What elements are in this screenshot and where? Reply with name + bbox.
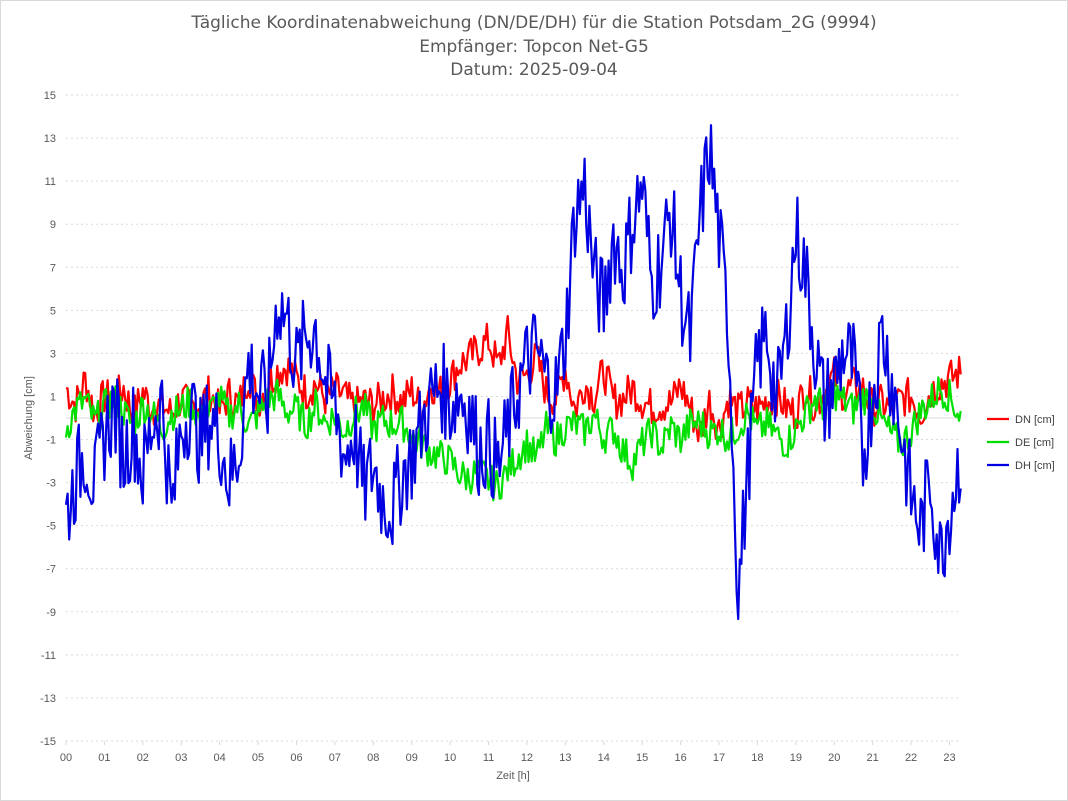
x-tick-label: 20 (828, 752, 840, 764)
y-tick-label: 5 (50, 305, 56, 317)
y-tick-label: -7 (46, 564, 56, 576)
legend-label: DH [cm] (1015, 460, 1055, 472)
legend-label: DE [cm] (1015, 437, 1054, 449)
y-tick-label: -5 (46, 521, 56, 533)
x-tick-label: 22 (905, 752, 917, 764)
x-tick-label: 04 (214, 752, 226, 764)
series-layer (64, 124, 962, 621)
x-tick-label: 07 (329, 752, 341, 764)
x-tick-label: 15 (636, 752, 648, 764)
x-tick-label: 02 (137, 752, 149, 764)
y-tick-label: -15 (40, 736, 56, 748)
y-tick-labels: 15 13 11 9 7 5 3 1 -1 -3 -5 -7 -9 -11 -13 -15 (40, 90, 56, 748)
y-tick-label: 7 (50, 262, 56, 274)
x-tick-label: 03 (175, 752, 187, 764)
legend: DN [cm] DE [cm] DH [cm] (987, 414, 1055, 472)
x-tick-label: 08 (367, 752, 379, 764)
y-tick-label: 15 (44, 90, 56, 102)
y-tick-label: 11 (45, 176, 56, 188)
chart-title: Tägliche Koordinatenabweichung (DN/DE/DH… (191, 13, 877, 33)
x-tick-label: 21 (867, 752, 879, 764)
x-tick-label: 09 (406, 752, 418, 764)
x-tick-label: 00 (60, 752, 72, 764)
y-tick-label: -1 (46, 435, 56, 447)
series-line-dh (64, 124, 962, 621)
y-tick-label: 13 (44, 133, 56, 145)
x-tick-label: 05 (252, 752, 264, 764)
x-tick-label: 01 (98, 752, 110, 764)
x-tick-label: 13 (559, 752, 571, 764)
y-tick-label: 9 (50, 219, 56, 231)
legend-label: DN [cm] (1015, 414, 1055, 426)
x-axis-label: Zeit [h] (496, 770, 530, 782)
x-tick-label: 12 (521, 752, 533, 764)
y-tick-label: -3 (46, 478, 56, 490)
x-tick-label: 19 (790, 752, 802, 764)
x-tick-label: 10 (444, 752, 456, 764)
y-tick-label: 3 (50, 348, 56, 360)
x-tick-label: 14 (598, 752, 610, 764)
x-tick-label: 17 (713, 752, 725, 764)
chart-subtitle-date: Datum: 2025-09-04 (450, 60, 618, 80)
x-tick-label: 18 (751, 752, 763, 764)
x-tick-labels: 00 01 02 03 04 05 06 07 08 09 10 11 12 13 14 15 16 17 18 19… (60, 752, 956, 764)
y-tick-label: -9 (46, 607, 56, 619)
x-tick-label: 06 (290, 752, 302, 764)
chart-subtitle-receiver: Empfänger: Topcon Net-G5 (419, 37, 649, 57)
y-tick-label: -11 (41, 650, 56, 662)
x-tick-label: 23 (943, 752, 955, 764)
y-axis-label: Abweichung [cm] (23, 376, 35, 460)
x-tick-label: 11 (483, 752, 494, 764)
y-tick-label: 1 (50, 391, 56, 403)
y-tick-label: -13 (40, 693, 56, 705)
x-tick-label: 16 (674, 752, 686, 764)
